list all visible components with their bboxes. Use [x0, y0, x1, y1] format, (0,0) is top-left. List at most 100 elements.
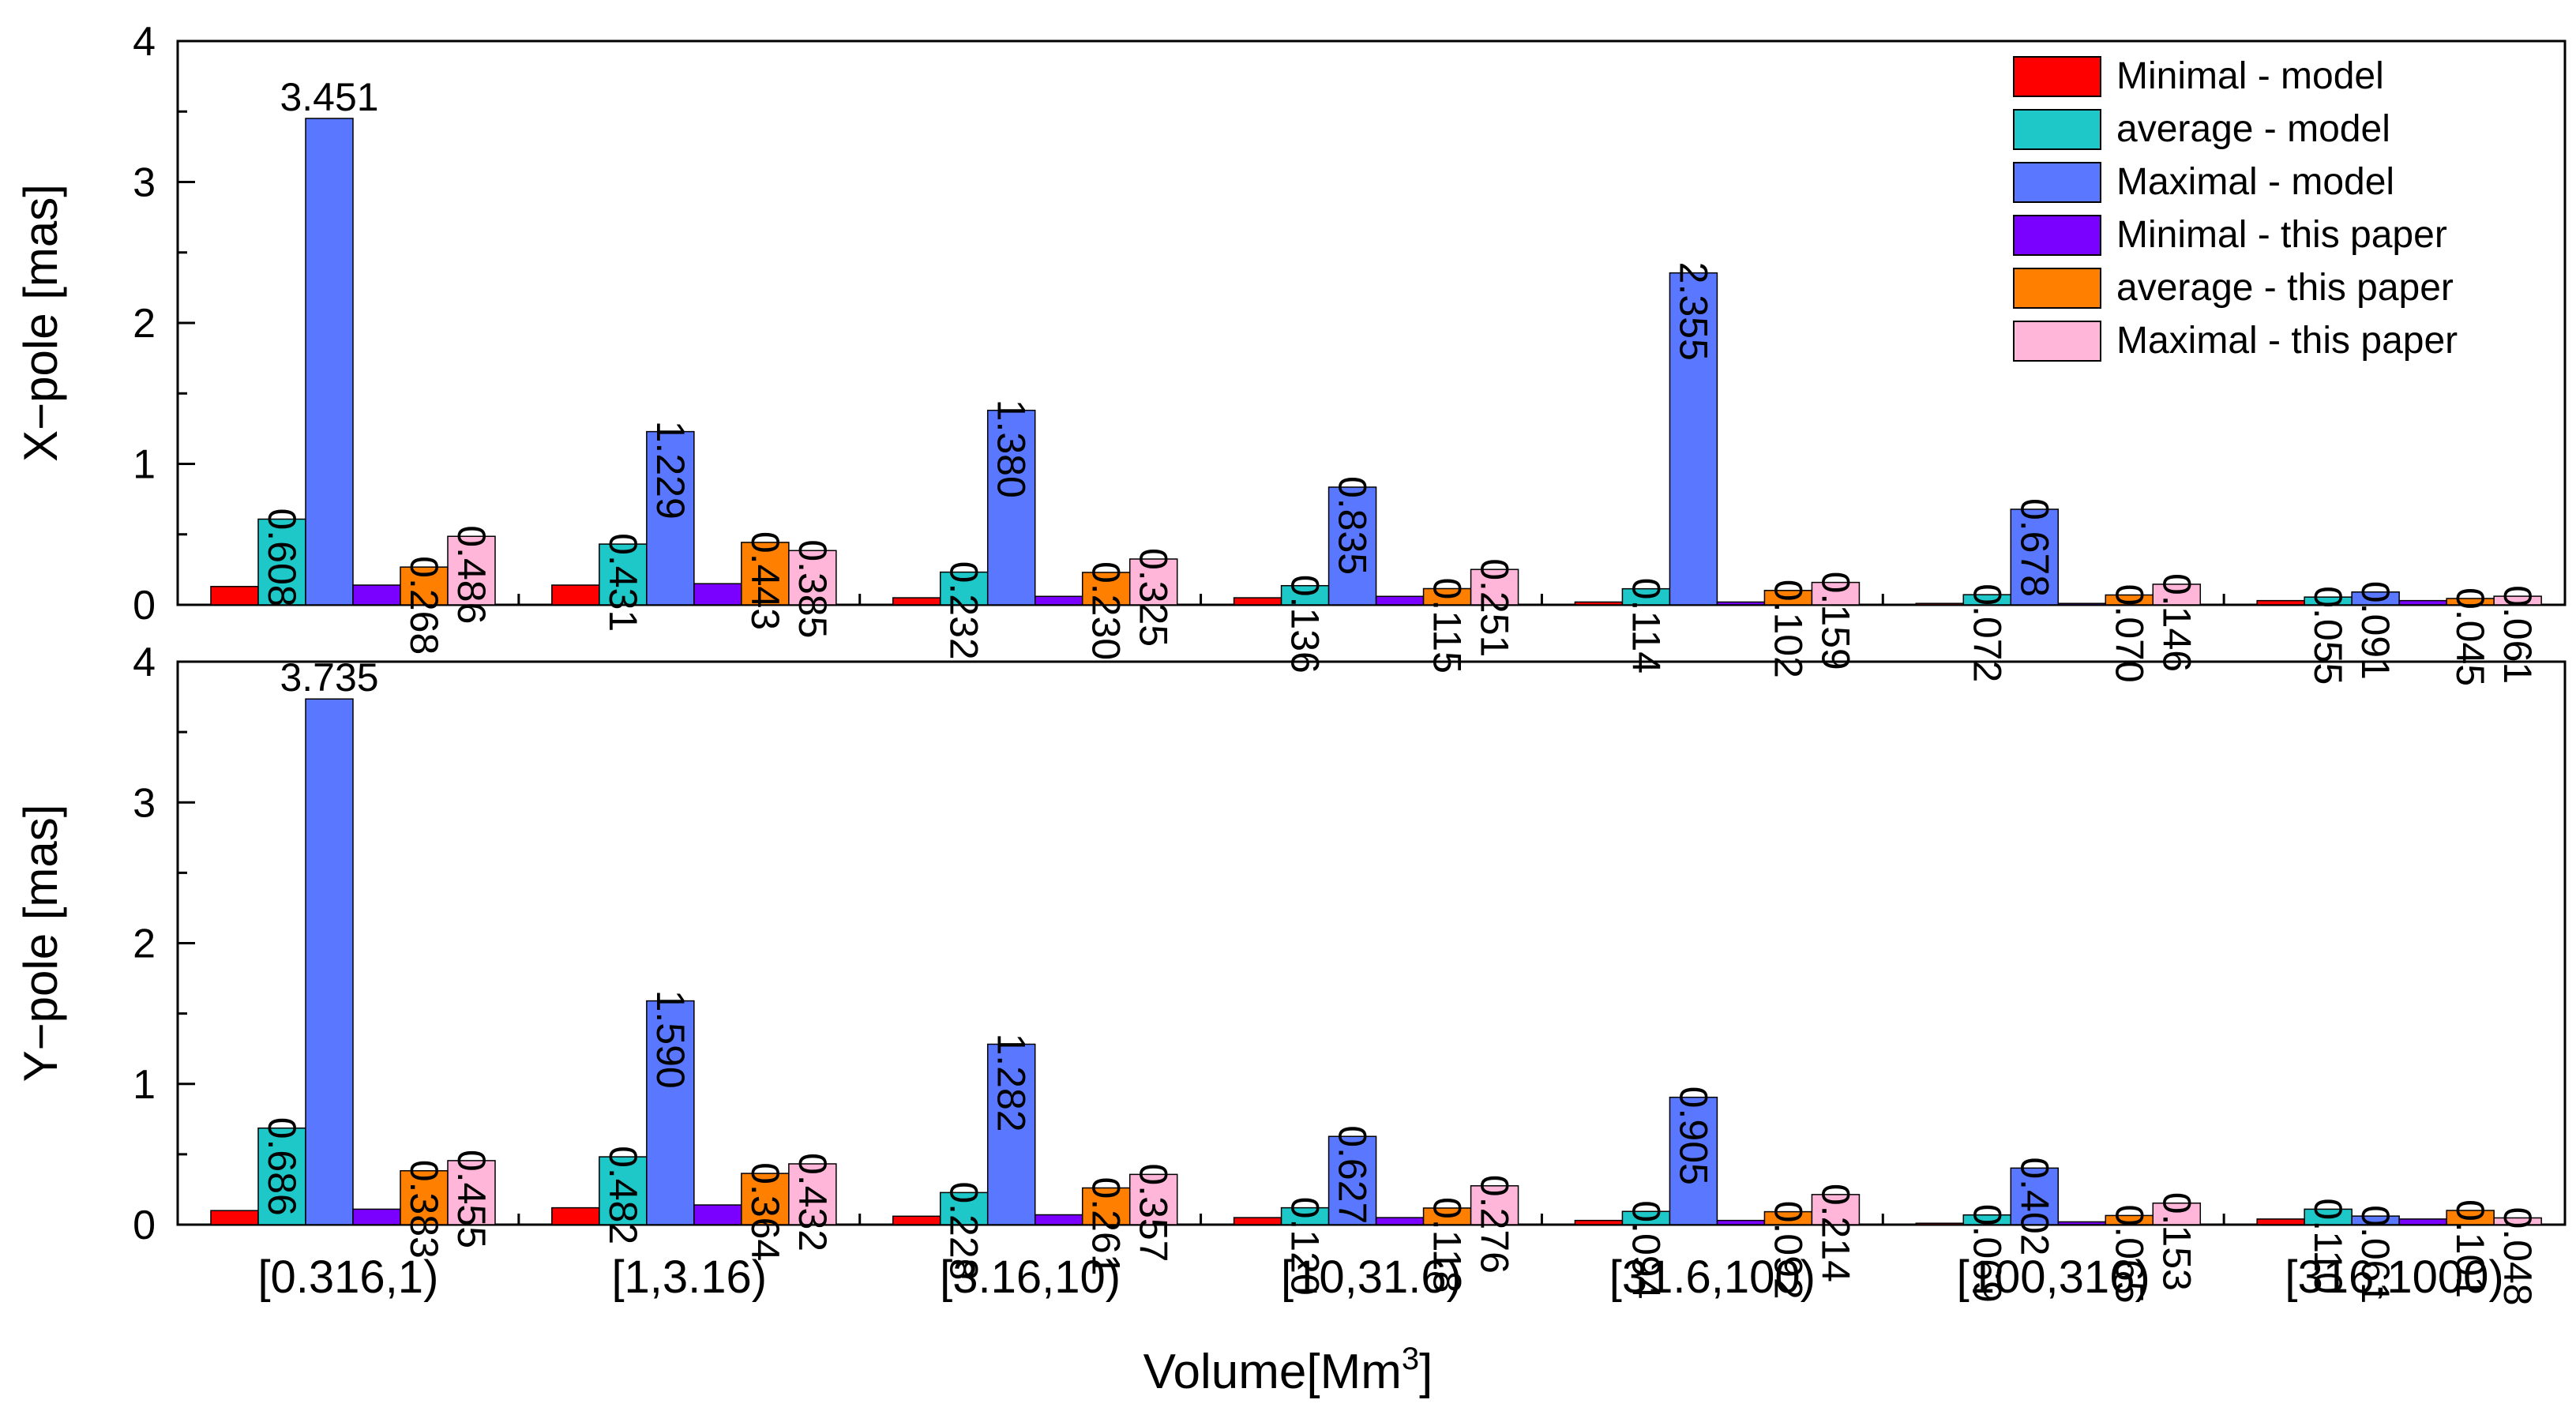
bar [1128, 1173, 1178, 1225]
bar [1327, 486, 1377, 606]
y-tick-label: 1 [133, 1062, 156, 1108]
bar [1327, 1135, 1377, 1225]
data-label: 0.455 [449, 1150, 494, 1248]
legend-entry: Maximal - this paper [2116, 320, 2458, 362]
legend-entry: Minimal - model [2116, 55, 2384, 97]
data-label: 1.380 [989, 400, 1034, 498]
data-label: 2.355 [1671, 262, 1715, 361]
bar [2493, 595, 2542, 606]
data-label: 0.261 [1084, 1176, 1128, 1275]
data-label: 0.482 [601, 1146, 645, 1244]
legend: Minimal - model average - model Maximal - … [2013, 55, 2458, 362]
y-tick-label: 4 [133, 640, 156, 685]
data-label: 0.115 [1425, 577, 1470, 673]
bar [741, 542, 790, 606]
data-label: 0.045 [2448, 587, 2492, 686]
data-label: 0.114 [1624, 578, 1668, 674]
bar [1915, 1222, 1965, 1225]
bar [1716, 601, 1766, 606]
data-label: 0.061 [2353, 1205, 2398, 1304]
data-label: 0.835 [1331, 476, 1375, 575]
bar [1128, 558, 1178, 606]
bar [210, 1210, 259, 1225]
data-label: 0.443 [743, 531, 787, 630]
bar [1669, 1096, 1718, 1225]
data-label: 0.153 [2154, 1192, 2199, 1291]
y-axis-title: X−pole [mas] [14, 184, 67, 462]
data-label: 0.325 [1132, 548, 1176, 647]
data-label: 0.627 [1331, 1125, 1375, 1224]
bar [1811, 1194, 1861, 1225]
y-axis-title: Y−pole [mas] [14, 805, 67, 1083]
data-label: 0.230 [1084, 561, 1128, 660]
bar [2152, 584, 2202, 606]
bar [892, 1215, 941, 1225]
data-label: 0.092 [1766, 1201, 1810, 1300]
bar [986, 409, 1036, 606]
data-label: 0.061 [2495, 585, 2540, 684]
data-label: 0.065 [2107, 1204, 2151, 1303]
y-tick-label: 0 [133, 583, 156, 629]
bar [599, 1156, 648, 1225]
data-label: 0.432 [790, 1153, 835, 1252]
bar [551, 584, 600, 606]
category-labels: [0.316,1) [1,3.16) [3.16,10) [10,31.6) [31.6… [257, 1252, 2503, 1303]
data-label: 0.486 [449, 525, 494, 624]
bar [2057, 602, 2107, 606]
data-label: 0.214 [1813, 1184, 1857, 1282]
bar [257, 1127, 306, 1225]
legend-swatch [2013, 321, 2101, 362]
data-label: 0.094 [1624, 1200, 1668, 1299]
data-label: 1.282 [989, 1033, 1034, 1131]
data-label: 0.385 [790, 539, 835, 638]
data-label: 0.048 [2495, 1206, 2540, 1305]
data-label: 1.590 [648, 990, 693, 1089]
y-tick-label: 4 [133, 19, 156, 65]
bar [693, 583, 742, 606]
category-label: [10,31.6) [1281, 1252, 1462, 1303]
data-label: 0.608 [260, 508, 304, 606]
category-label: [0.316,1) [257, 1252, 438, 1303]
category-label: [316,1000) [2285, 1252, 2503, 1303]
bar [1375, 595, 1425, 606]
data-label: 3.451 [280, 75, 378, 119]
y-tick-label: 3 [133, 160, 156, 206]
category-label: [1,3.16) [611, 1252, 767, 1303]
data-label: 0.136 [1283, 575, 1327, 674]
bar [447, 1160, 496, 1225]
bar [892, 597, 941, 606]
data-label: 0.070 [2107, 584, 2151, 683]
bar [1574, 601, 1624, 606]
bar [1233, 1217, 1282, 1225]
bar [741, 1173, 790, 1225]
legend-swatch [2013, 109, 2101, 150]
bar [2256, 1218, 2305, 1225]
bar [1233, 597, 1282, 606]
data-label: 0.102 [1766, 580, 1810, 678]
bar [2351, 591, 2400, 606]
bar [2010, 1167, 2060, 1225]
data-label: 0.431 [601, 533, 645, 632]
bar [257, 518, 306, 606]
category-label: [31.6,100) [1609, 1252, 1816, 1303]
data-label: 0.402 [2012, 1157, 2056, 1255]
bar [599, 543, 648, 606]
data-label: 0.110 [2306, 1198, 2350, 1293]
x-pole-panel: 0 1 2 3 4 X−pole [mas] 0.608 0.431 0.232 0.136 0.1… [14, 19, 2567, 686]
category-label: [100,316) [1957, 1252, 2150, 1303]
legend-entry: average - model [2116, 108, 2390, 150]
bar [1375, 1217, 1425, 1225]
bar [2398, 1218, 2447, 1225]
legend-entry: average - this paper [2116, 267, 2454, 309]
bar [2256, 599, 2305, 606]
bar [986, 1043, 1036, 1225]
bar [1669, 272, 1718, 606]
legend-swatch [2013, 56, 2101, 97]
data-label: 0.072 [1965, 584, 2009, 682]
data-label: 0.251 [1473, 558, 1517, 657]
bar [1280, 584, 1330, 606]
y-pole-panel: 0 1 2 3 4 Y−pole [mas] 0.686 0.482 0.228 0.120 0.0… [14, 640, 2567, 1306]
data-label: 0.159 [1813, 572, 1857, 670]
bar [210, 586, 259, 606]
